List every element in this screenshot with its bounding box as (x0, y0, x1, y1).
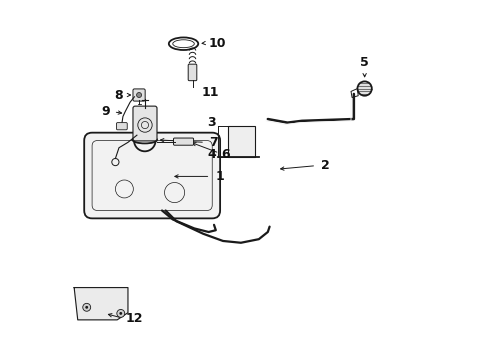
Text: 6: 6 (221, 148, 229, 161)
Text: 4: 4 (206, 148, 215, 161)
Text: 8: 8 (114, 89, 122, 102)
Text: 7: 7 (208, 136, 217, 149)
Text: 2: 2 (320, 159, 328, 172)
Circle shape (117, 310, 124, 318)
Polygon shape (74, 288, 128, 320)
Circle shape (85, 306, 88, 309)
Circle shape (82, 303, 90, 311)
FancyBboxPatch shape (133, 89, 145, 101)
FancyBboxPatch shape (133, 106, 157, 141)
Text: 1: 1 (215, 170, 224, 183)
Text: 5: 5 (360, 56, 368, 69)
Circle shape (136, 93, 142, 98)
Text: 9: 9 (101, 105, 110, 118)
Circle shape (119, 312, 122, 315)
FancyBboxPatch shape (84, 133, 220, 219)
Text: 11: 11 (201, 86, 219, 99)
FancyBboxPatch shape (228, 126, 255, 157)
FancyBboxPatch shape (173, 138, 193, 145)
Circle shape (357, 81, 371, 96)
Text: 12: 12 (125, 311, 142, 325)
FancyBboxPatch shape (188, 64, 196, 81)
FancyBboxPatch shape (116, 123, 127, 130)
Text: 3: 3 (207, 116, 215, 129)
Text: 10: 10 (208, 36, 225, 50)
